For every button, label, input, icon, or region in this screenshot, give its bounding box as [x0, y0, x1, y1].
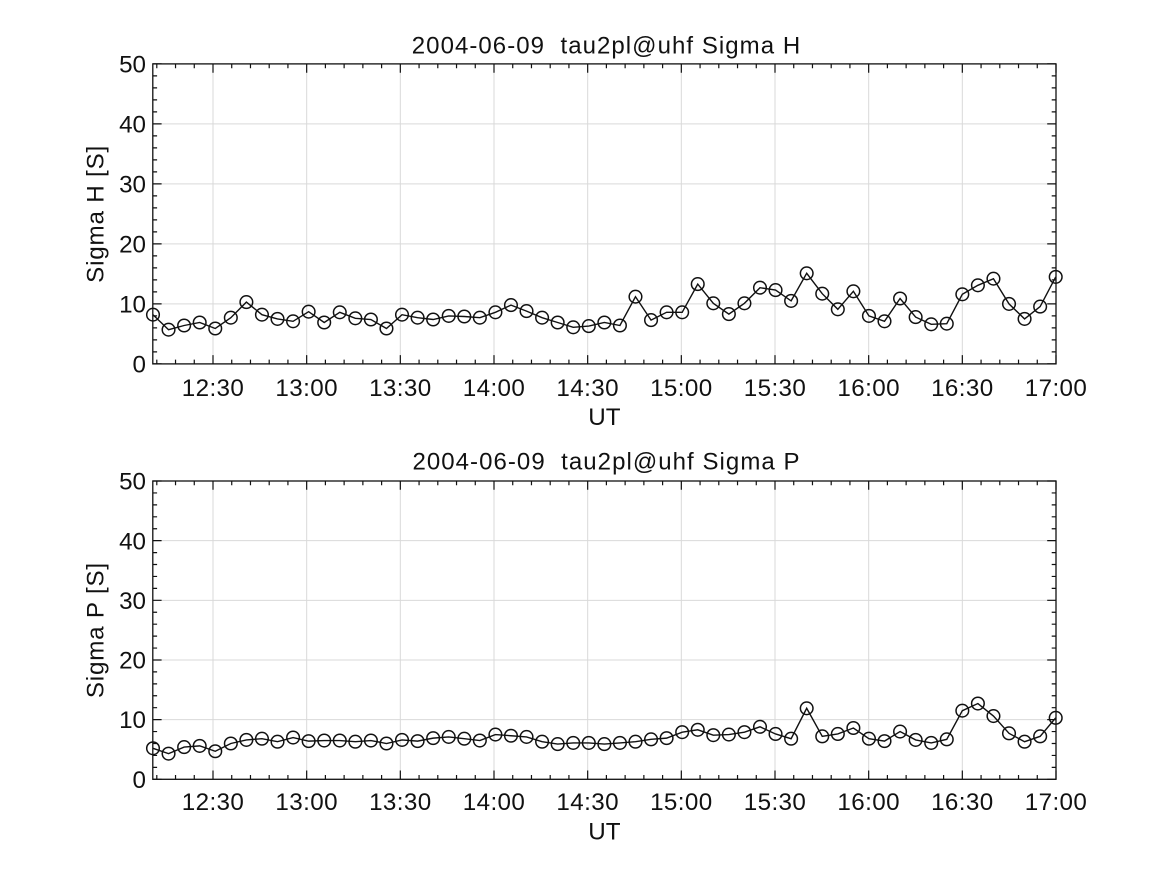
svg-text:2004-06-09 tau2pl@uhf Sigma H: 2004-06-09 tau2pl@uhf Sigma H [412, 32, 801, 59]
svg-text:30: 30 [119, 172, 146, 199]
svg-text:0: 0 [133, 352, 146, 379]
svg-text:16:00: 16:00 [837, 375, 900, 402]
svg-text:15:00: 15:00 [650, 375, 713, 402]
svg-text:16:30: 16:30 [931, 375, 994, 402]
svg-text:UT: UT [588, 404, 620, 431]
svg-text:15:30: 15:30 [744, 375, 807, 402]
svg-text:12:30: 12:30 [182, 789, 245, 816]
svg-text:Sigma P [S]: Sigma P [S] [83, 562, 110, 698]
svg-text:40: 40 [119, 112, 146, 139]
svg-text:15:00: 15:00 [650, 789, 713, 816]
svg-text:14:00: 14:00 [463, 375, 526, 402]
svg-text:13:00: 13:00 [275, 375, 338, 402]
svg-text:20: 20 [119, 648, 146, 675]
svg-text:13:00: 13:00 [275, 789, 338, 816]
svg-text:2004-06-09 tau2pl@uhf Sigma P: 2004-06-09 tau2pl@uhf Sigma P [412, 449, 800, 476]
svg-text:17:00: 17:00 [1025, 375, 1088, 402]
svg-text:14:30: 14:30 [556, 375, 619, 402]
svg-text:50: 50 [119, 52, 146, 79]
svg-text:50: 50 [119, 469, 146, 496]
svg-text:30: 30 [119, 588, 146, 615]
svg-text:13:30: 13:30 [369, 375, 432, 402]
svg-text:20: 20 [119, 232, 146, 259]
svg-text:Sigma H [S]: Sigma H [S] [83, 145, 110, 283]
svg-text:0: 0 [133, 767, 146, 794]
svg-text:10: 10 [119, 707, 146, 734]
svg-text:16:30: 16:30 [931, 789, 994, 816]
svg-text:14:30: 14:30 [556, 789, 619, 816]
svg-text:13:30: 13:30 [369, 789, 432, 816]
svg-text:16:00: 16:00 [837, 789, 900, 816]
svg-text:UT: UT [588, 819, 620, 846]
svg-text:10: 10 [119, 292, 146, 319]
svg-text:15:30: 15:30 [744, 789, 807, 816]
svg-text:14:00: 14:00 [463, 789, 526, 816]
svg-text:12:30: 12:30 [182, 375, 245, 402]
svg-text:40: 40 [119, 528, 146, 555]
svg-text:17:00: 17:00 [1025, 789, 1088, 816]
